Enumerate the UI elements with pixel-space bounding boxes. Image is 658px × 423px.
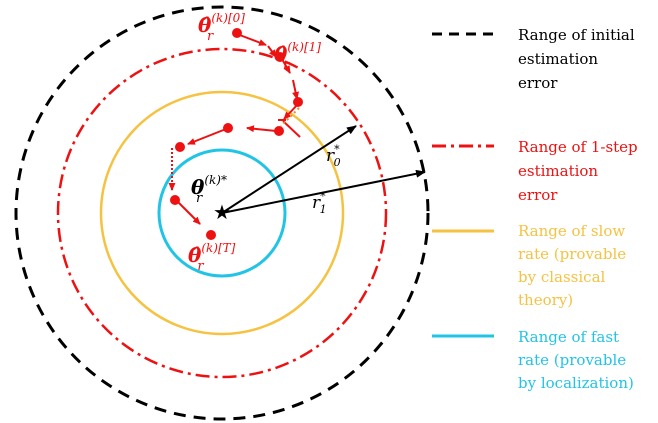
iterate-point-7 bbox=[206, 230, 216, 240]
r1-arrow bbox=[221, 169, 426, 214]
one-step-error-circle bbox=[56, 47, 388, 379]
iterate-point-6 bbox=[170, 195, 180, 205]
fast-rate-circle bbox=[157, 148, 287, 278]
slow-rate-circle bbox=[99, 90, 345, 336]
r1-label: r* 1 bbox=[312, 190, 327, 216]
iterate-point-5 bbox=[175, 142, 185, 152]
theta-one-label: θ̂(k)[1] r bbox=[274, 40, 321, 73]
dotted-step bbox=[280, 107, 300, 127]
initial-error-circle bbox=[14, 5, 430, 421]
legend-label-one-step: Range of 1-step estimation error bbox=[518, 138, 642, 204]
r0-arrow bbox=[221, 125, 357, 214]
legend-label-fast: Range of fast rate (provable by localiza… bbox=[518, 328, 634, 392]
theta-star-label: θ(k)* r bbox=[191, 173, 227, 206]
iterate-point-4 bbox=[223, 123, 233, 133]
iterate-points bbox=[170, 28, 303, 240]
legend-label-slow: Range of slow rate (provable by classica… bbox=[518, 222, 631, 309]
optimum-star: ★ bbox=[213, 200, 231, 224]
iterate-point-0 bbox=[232, 28, 242, 38]
iterate-point-2 bbox=[293, 97, 303, 107]
theta-start-label: θ̂(k)[0] r bbox=[198, 11, 245, 44]
r0-label: r* 0 bbox=[326, 143, 341, 169]
theta-end-label: θ̂(k)[T] r bbox=[188, 241, 236, 274]
legend: Range of initial estimation error Range … bbox=[432, 26, 642, 392]
iterate-point-1 bbox=[275, 52, 285, 62]
legend-label-initial: Range of initial estimation error bbox=[518, 26, 639, 92]
iterate-point-3 bbox=[274, 126, 284, 136]
